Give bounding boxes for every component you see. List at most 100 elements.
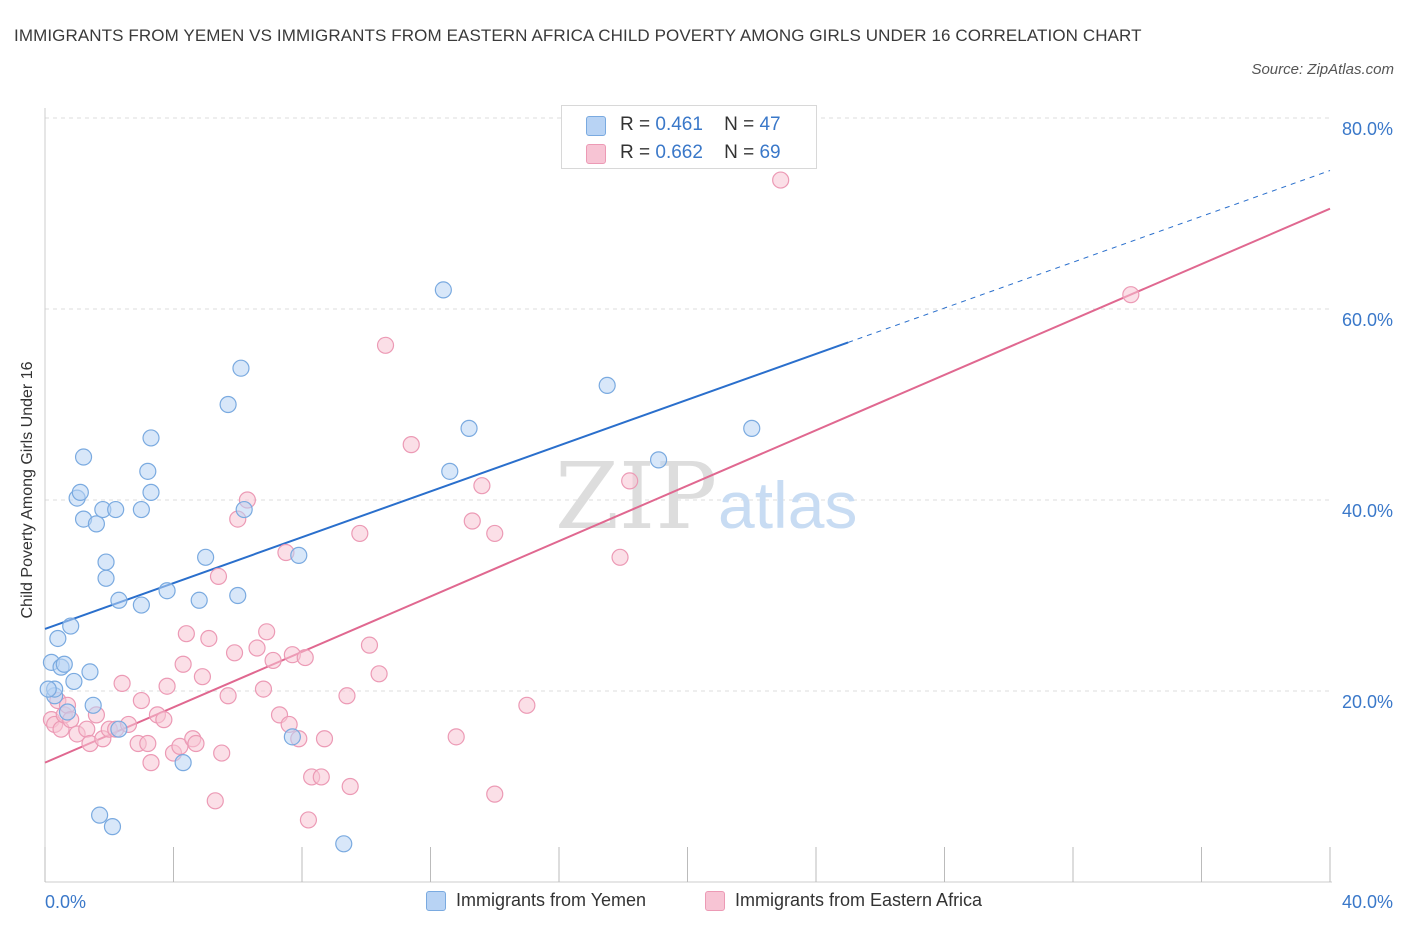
- series-legend: Immigrants from Yemen Immigrants from Ea…: [0, 888, 1406, 916]
- trend-line-extension-yemen: [847, 170, 1331, 343]
- data-point-yemen: [107, 500, 125, 519]
- data-point-yemen: [460, 419, 478, 437]
- data-point-eastern-africa: [254, 680, 273, 698]
- y-tick-label: 40.0%: [1342, 501, 1393, 521]
- data-point-yemen: [87, 515, 106, 533]
- data-point-eastern-africa: [463, 512, 481, 530]
- trend-line-eastern-africa: [44, 207, 1331, 764]
- data-point-eastern-africa: [611, 548, 629, 566]
- legend-r-value: 0.662: [655, 142, 703, 163]
- data-point-yemen: [229, 586, 247, 605]
- data-point-yemen: [58, 703, 77, 721]
- data-point-yemen: [97, 569, 115, 587]
- data-point-yemen: [84, 696, 102, 714]
- data-point-yemen: [441, 462, 459, 480]
- data-point-yemen: [132, 596, 150, 614]
- data-point-eastern-africa: [155, 711, 173, 729]
- x-tick-label: 0.0%: [45, 892, 86, 912]
- data-point-eastern-africa: [447, 728, 465, 746]
- data-point-eastern-africa: [206, 792, 224, 810]
- data-point-eastern-africa: [296, 648, 314, 667]
- data-point-eastern-africa: [621, 472, 639, 490]
- legend-r-value: 0.461: [655, 114, 703, 135]
- data-point-yemen: [71, 483, 89, 501]
- data-point-eastern-africa: [341, 777, 359, 796]
- data-point-eastern-africa: [248, 639, 266, 657]
- data-point-eastern-africa: [174, 655, 192, 673]
- data-point-eastern-africa: [225, 644, 244, 662]
- data-point-yemen: [649, 451, 668, 469]
- data-point-yemen: [290, 546, 308, 564]
- data-point-eastern-africa: [158, 677, 176, 695]
- data-point-yemen: [49, 629, 67, 648]
- data-point-eastern-africa: [132, 691, 150, 710]
- data-point-eastern-africa: [338, 687, 356, 705]
- legend-r-label: R =: [620, 142, 651, 163]
- data-point-eastern-africa: [219, 687, 237, 705]
- data-point-eastern-africa: [193, 668, 212, 686]
- series-swatch-eastern-africa: [705, 891, 725, 911]
- data-point-yemen: [174, 754, 192, 772]
- correlation-legend: R = 0.461 N = 47 R = 0.662 N = 69: [561, 105, 817, 169]
- data-point-eastern-africa: [1122, 286, 1140, 304]
- data-point-yemen: [97, 553, 115, 571]
- data-point-eastern-africa: [299, 811, 318, 829]
- data-point-yemen: [139, 462, 157, 480]
- data-point-yemen: [65, 672, 83, 691]
- gridlines: [45, 117, 1330, 692]
- data-point-yemen: [158, 582, 176, 600]
- data-point-yemen: [142, 483, 160, 501]
- trend-lines: [44, 170, 1331, 764]
- data-point-eastern-africa: [315, 730, 334, 748]
- data-point-eastern-africa: [518, 696, 536, 714]
- data-point-eastern-africa: [264, 651, 282, 670]
- axes: [44, 108, 1332, 883]
- data-point-yemen: [335, 835, 353, 853]
- data-point-eastern-africa: [473, 477, 491, 495]
- trend-line-yemen: [44, 341, 849, 630]
- data-point-eastern-africa: [370, 665, 388, 683]
- data-point-eastern-africa: [486, 785, 504, 803]
- data-point-eastern-africa: [187, 734, 205, 753]
- watermark-zip: ZIP: [555, 443, 717, 550]
- data-point-eastern-africa: [200, 629, 218, 648]
- x-tick-label: 40.0%: [1342, 892, 1393, 912]
- data-point-yemen: [91, 806, 109, 824]
- data-point-yemen: [598, 376, 616, 394]
- chart-title: IMMIGRANTS FROM YEMEN VS IMMIGRANTS FROM…: [14, 26, 1142, 45]
- series-legend-eastern-africa-label: Immigrants from Eastern Africa: [735, 890, 983, 910]
- data-point-yemen: [232, 359, 250, 377]
- data-point-eastern-africa: [209, 567, 228, 586]
- source-label: Source: ZipAtlas.com: [1251, 61, 1394, 78]
- data-point-yemen: [39, 680, 57, 698]
- data-point-yemen: [142, 429, 160, 447]
- data-point-yemen: [103, 818, 122, 836]
- legend-r-label: R =: [620, 114, 651, 135]
- series-swatch-yemen: [426, 891, 446, 911]
- data-point-eastern-africa: [213, 744, 231, 762]
- y-tick-label: 60.0%: [1342, 310, 1393, 330]
- data-point-yemen: [74, 448, 93, 466]
- watermark-atlas: atlas: [718, 468, 857, 542]
- data-point-yemen: [190, 591, 208, 609]
- legend-n-label: N =: [724, 142, 755, 163]
- y-tick-label: 20.0%: [1342, 692, 1393, 712]
- data-point-eastern-africa: [139, 734, 157, 753]
- data-point-yemen: [283, 728, 301, 746]
- data-point-eastern-africa: [351, 524, 369, 543]
- data-point-eastern-africa: [312, 768, 330, 786]
- data-point-eastern-africa: [376, 336, 395, 354]
- data-points: [39, 171, 1140, 853]
- data-point-yemen: [743, 419, 761, 437]
- data-point-yemen: [197, 548, 215, 566]
- data-point-eastern-africa: [78, 720, 96, 738]
- data-point-yemen: [62, 617, 80, 635]
- data-point-eastern-africa: [486, 524, 504, 543]
- data-point-eastern-africa: [142, 754, 160, 772]
- legend-n-value: 69: [759, 142, 781, 163]
- data-point-yemen: [110, 720, 128, 738]
- data-point-eastern-africa: [360, 636, 379, 654]
- legend-swatch-eastern-africa: [586, 144, 606, 164]
- data-point-eastern-africa: [177, 625, 195, 643]
